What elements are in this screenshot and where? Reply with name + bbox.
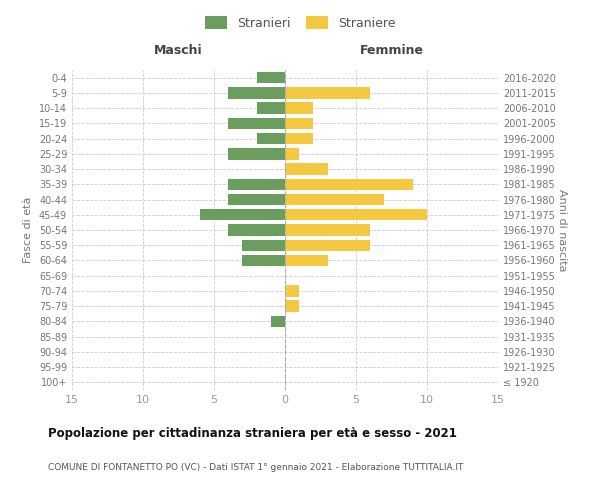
Bar bbox=[285, 285, 299, 296]
Bar bbox=[285, 178, 413, 190]
Bar bbox=[228, 118, 285, 129]
Bar bbox=[285, 209, 427, 220]
Bar bbox=[285, 133, 313, 144]
Bar bbox=[285, 118, 313, 129]
Text: Maschi: Maschi bbox=[154, 44, 203, 57]
Bar bbox=[257, 72, 285, 84]
Bar bbox=[285, 148, 299, 160]
Text: Popolazione per cittadinanza straniera per età e sesso - 2021: Popolazione per cittadinanza straniera p… bbox=[48, 428, 457, 440]
Bar bbox=[257, 133, 285, 144]
Bar bbox=[285, 300, 299, 312]
Bar bbox=[285, 194, 385, 205]
Bar bbox=[228, 224, 285, 235]
Bar bbox=[242, 240, 285, 251]
Bar bbox=[271, 316, 285, 327]
Text: COMUNE DI FONTANETTO PO (VC) - Dati ISTAT 1° gennaio 2021 - Elaborazione TUTTITA: COMUNE DI FONTANETTO PO (VC) - Dati ISTA… bbox=[48, 462, 463, 471]
Bar bbox=[285, 164, 328, 175]
Bar bbox=[285, 224, 370, 235]
Bar bbox=[285, 255, 328, 266]
Legend: Stranieri, Straniere: Stranieri, Straniere bbox=[199, 11, 401, 35]
Bar bbox=[242, 255, 285, 266]
Y-axis label: Anni di nascita: Anni di nascita bbox=[557, 188, 567, 271]
Bar bbox=[228, 194, 285, 205]
Bar bbox=[200, 209, 285, 220]
Text: Femmine: Femmine bbox=[359, 44, 424, 57]
Bar bbox=[228, 87, 285, 99]
Bar bbox=[285, 240, 370, 251]
Y-axis label: Fasce di età: Fasce di età bbox=[23, 197, 33, 263]
Bar bbox=[228, 178, 285, 190]
Bar bbox=[285, 87, 370, 99]
Bar bbox=[228, 148, 285, 160]
Bar bbox=[257, 102, 285, 114]
Bar bbox=[285, 102, 313, 114]
